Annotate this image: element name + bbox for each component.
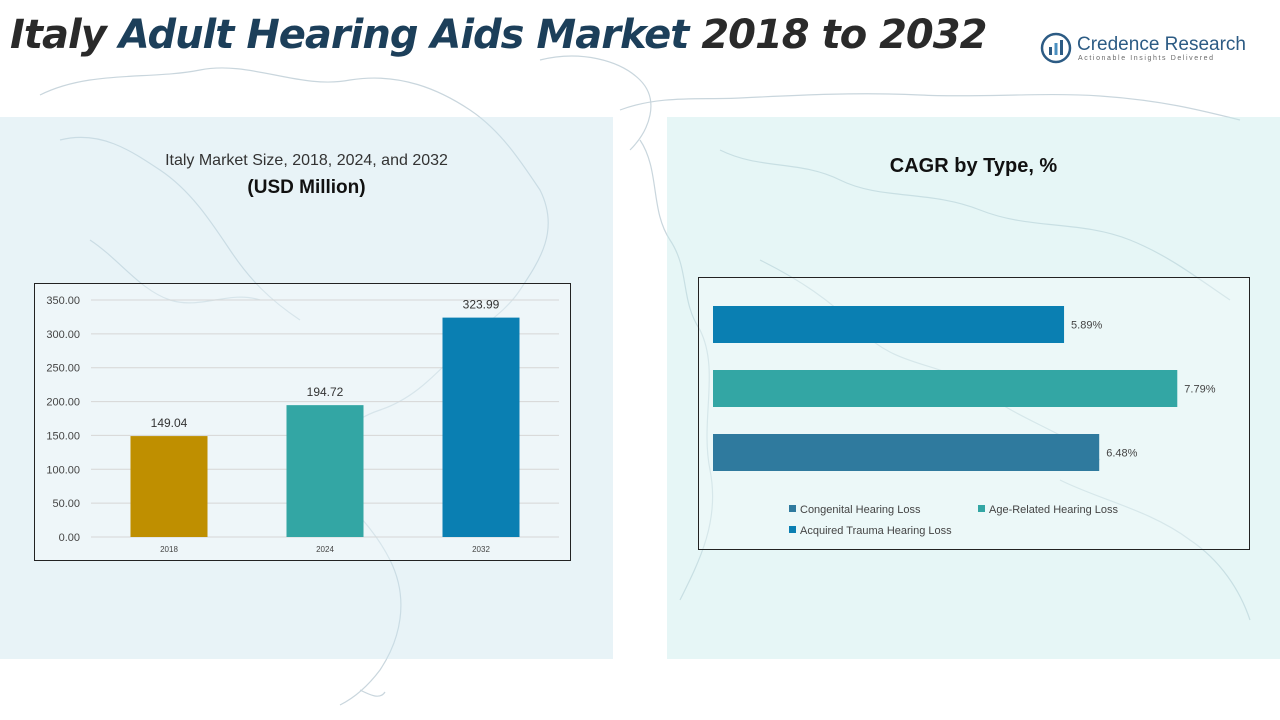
data-label: 149.04 <box>151 416 188 430</box>
market-size-bar-chart: 0.00 50.00 100.00 150.00 200.00 250.00 300.00 3… <box>46 295 559 554</box>
x-tick-label: 2024 <box>316 545 334 554</box>
cagr-bar-1 <box>713 370 1178 407</box>
data-label: 194.72 <box>307 385 344 399</box>
cagr-bar-2 <box>713 434 1100 471</box>
title-market: Adult Hearing Aids Market <box>118 12 690 58</box>
x-tick-label: 2018 <box>160 545 178 554</box>
y-tick-label: 200.00 <box>46 397 80 409</box>
bar-2024 <box>286 405 364 537</box>
y-tick-label: 250.00 <box>46 363 80 375</box>
legend-swatch <box>789 526 796 533</box>
logo-name: Credence Research <box>1077 34 1246 55</box>
page-title: Italy Adult Hearing Aids Market 2018 to … <box>10 12 987 58</box>
legend-label: Acquired Trauma Hearing Loss <box>800 525 952 537</box>
cagr-bar-chart: 5.89% 7.79% 6.48% <box>713 306 1216 471</box>
title-years: 2018 to 2032 <box>701 12 987 58</box>
y-tick-label: 50.00 <box>52 498 80 510</box>
y-tick-label: 0.00 <box>59 532 80 544</box>
y-tick-label: 300.00 <box>46 329 80 341</box>
legend-swatch <box>978 505 985 512</box>
legend-item: Age-Related Hearing Loss <box>978 504 1118 516</box>
cagr-data-label: 7.79% <box>1184 384 1215 396</box>
cagr-data-label: 6.48% <box>1106 448 1137 460</box>
cagr-title: CAGR by Type, % <box>889 155 1058 177</box>
market-size-chart-frame: 0.00 50.00 100.00 150.00 200.00 250.00 300.00 3… <box>34 283 571 561</box>
cagr-panel: CAGR by Type, % 5.89% 7.79% 6.48% Congenit… <box>667 117 1280 659</box>
y-tick-label: 150.00 <box>46 430 80 442</box>
legend-item: Congenital Hearing Loss <box>789 504 920 516</box>
credence-research-logo: Credence Research Actionable Insights De… <box>1040 30 1270 70</box>
legend-label: Congenital Hearing Loss <box>800 504 921 516</box>
cagr-bar-0 <box>713 306 1065 343</box>
cagr-data-label: 5.89% <box>1071 320 1102 332</box>
data-label: 323.99 <box>463 298 500 312</box>
logo-tagline: Actionable Insights Delivered <box>1078 55 1215 62</box>
bar-2032 <box>442 317 520 537</box>
bar-chart-logo-icon <box>1040 32 1072 64</box>
y-tick-label: 100.00 <box>46 464 80 476</box>
legend-label: Age-Related Hearing Loss <box>989 504 1119 516</box>
y-tick-label: 350.00 <box>46 295 80 307</box>
bar-2018 <box>130 436 208 537</box>
x-tick-label: 2032 <box>472 545 490 554</box>
legend-swatch <box>789 505 796 512</box>
market-size-unit: (USD Million) <box>247 177 366 198</box>
market-size-title: Italy Market Size, 2018, 2024, and 2032 <box>165 152 448 169</box>
title-country: Italy <box>10 12 107 58</box>
market-size-panel: Italy Market Size, 2018, 2024, and 2032 … <box>0 117 613 659</box>
legend-item: Acquired Trauma Hearing Loss <box>789 525 952 537</box>
cagr-chart-frame: 5.89% 7.79% 6.48% Congenital Hearing Loss A… <box>698 277 1250 550</box>
